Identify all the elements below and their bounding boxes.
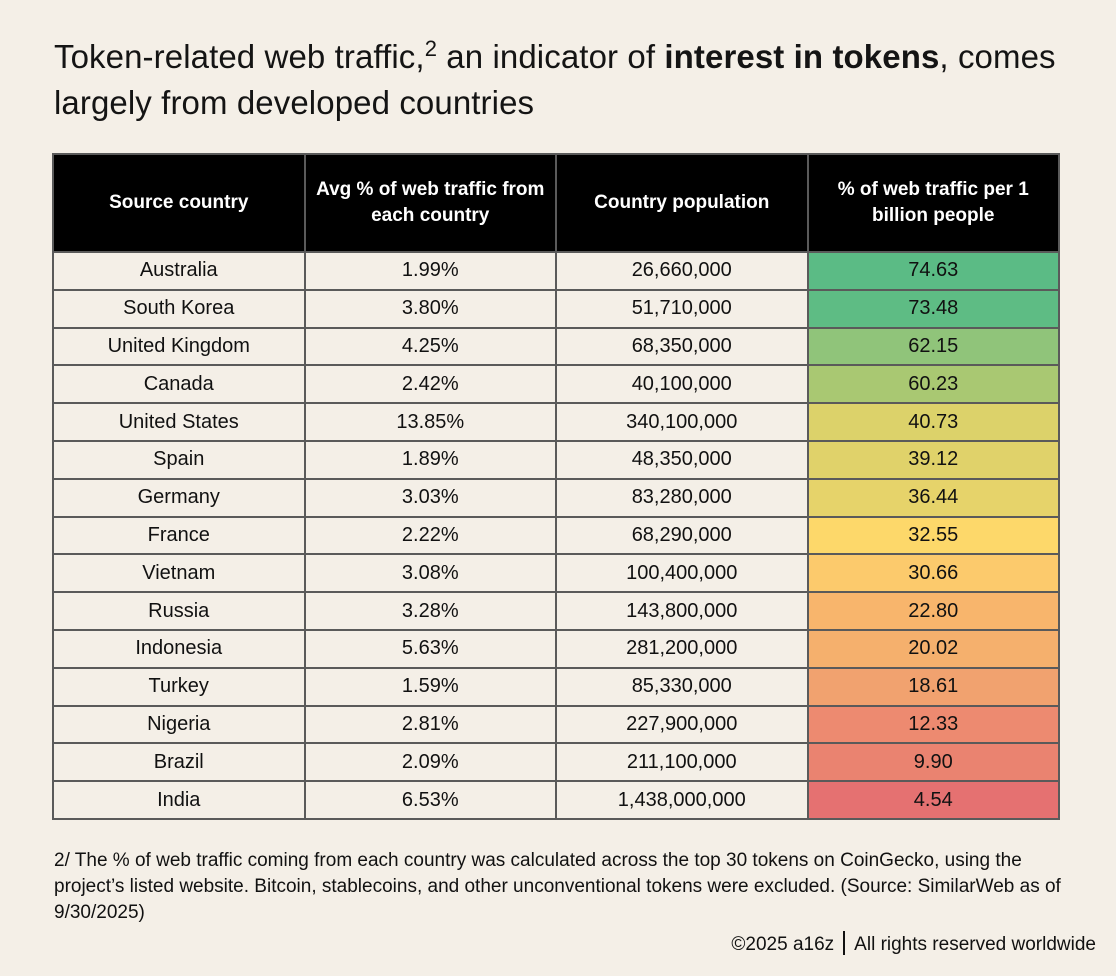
title-text: , comes largely from developed countries xyxy=(54,38,1056,121)
cell-population: 85,330,000 xyxy=(555,666,809,707)
cell-country: Indonesia xyxy=(52,628,306,669)
cell-population: 100,400,000 xyxy=(555,553,809,594)
credit-separator xyxy=(843,931,846,955)
table-row: Turkey 1.59% 85,330,000 18.61 xyxy=(52,666,1060,707)
table-row: Canada 2.42% 40,100,000 60.23 xyxy=(52,364,1060,405)
table-body: Australia 1.99% 26,660,000 74.63 South Korea… xyxy=(52,251,1060,820)
cell-per-billion: 22.80 xyxy=(806,591,1060,631)
cell-avg-traffic: 2.09% xyxy=(303,742,557,783)
cell-country: Vietnam xyxy=(52,553,306,594)
cell-population: 227,900,000 xyxy=(555,704,809,745)
cell-avg-traffic: 2.42% xyxy=(303,364,557,405)
table-row: Russia 3.28% 143,800,000 22.80 xyxy=(52,591,1060,631)
table-row: Indonesia 5.63% 281,200,000 20.02 xyxy=(52,628,1060,669)
cell-population: 68,290,000 xyxy=(555,515,809,556)
cell-avg-traffic: 3.80% xyxy=(303,288,557,329)
cell-population: 281,200,000 xyxy=(555,628,809,669)
cell-country: Russia xyxy=(52,591,306,631)
copyright-text: ©2025 a16z xyxy=(731,934,835,955)
cell-country: Canada xyxy=(52,364,306,405)
cell-per-billion: 4.54 xyxy=(806,780,1060,820)
table-row: Spain 1.89% 48,350,000 39.12 xyxy=(52,439,1060,480)
rights-text: All rights reserved worldwide xyxy=(854,934,1096,955)
chart-title: Token-related web traffic,2 an indicator… xyxy=(54,34,1074,126)
cell-per-billion: 12.33 xyxy=(806,704,1060,745)
cell-country: Brazil xyxy=(52,742,306,783)
cell-per-billion: 73.48 xyxy=(806,288,1060,329)
cell-per-billion: 9.90 xyxy=(806,742,1060,783)
cell-population: 48,350,000 xyxy=(555,439,809,480)
cell-population: 68,350,000 xyxy=(555,326,809,367)
cell-per-billion: 30.66 xyxy=(806,553,1060,594)
cell-avg-traffic: 1.89% xyxy=(303,439,557,480)
cell-population: 340,100,000 xyxy=(555,402,809,442)
cell-per-billion: 36.44 xyxy=(806,477,1060,518)
table-row: Vietnam 3.08% 100,400,000 30.66 xyxy=(52,553,1060,594)
cell-country: South Korea xyxy=(52,288,306,329)
header-row: Source country Avg % of web traffic from… xyxy=(52,153,1060,253)
column-header-population: Country population xyxy=(555,153,809,253)
cell-per-billion: 74.63 xyxy=(806,251,1060,291)
cell-avg-traffic: 2.81% xyxy=(303,704,557,745)
cell-population: 143,800,000 xyxy=(555,591,809,631)
credit-line: ©2025 a16z All rights reserved worldwide xyxy=(731,931,1096,958)
cell-country: United Kingdom xyxy=(52,326,306,367)
title-emphasis: interest in tokens xyxy=(664,38,940,75)
table-row: United States 13.85% 340,100,000 40.73 xyxy=(52,402,1060,442)
cell-country: India xyxy=(52,780,306,820)
cell-population: 51,710,000 xyxy=(555,288,809,329)
cell-avg-traffic: 1.99% xyxy=(303,251,557,291)
cell-per-billion: 20.02 xyxy=(806,628,1060,669)
title-text: Token-related web traffic, xyxy=(54,38,425,75)
footnote: 2/ The % of web traffic coming from each… xyxy=(54,850,1061,923)
table-row: India 6.53% 1,438,000,000 4.54 xyxy=(52,780,1060,820)
table-row: Nigeria 2.81% 227,900,000 12.33 xyxy=(52,704,1060,745)
cell-avg-traffic: 3.08% xyxy=(303,553,557,594)
cell-avg-traffic: 1.59% xyxy=(303,666,557,707)
table-row: Australia 1.99% 26,660,000 74.63 xyxy=(52,251,1060,291)
column-header-avg-traffic: Avg % of web traffic from each country xyxy=(303,153,557,253)
table-row: Germany 3.03% 83,280,000 36.44 xyxy=(52,477,1060,518)
cell-avg-traffic: 13.85% xyxy=(303,402,557,442)
title-text: an indicator of xyxy=(437,38,665,75)
cell-population: 83,280,000 xyxy=(555,477,809,518)
cell-avg-traffic: 3.28% xyxy=(303,591,557,631)
column-header-per-billion: % of web traffic per 1 billion people xyxy=(806,153,1060,253)
data-table: Source country Avg % of web traffic from… xyxy=(52,153,1060,820)
column-header-country: Source country xyxy=(52,153,306,253)
cell-country: Nigeria xyxy=(52,704,306,745)
table-row: France 2.22% 68,290,000 32.55 xyxy=(52,515,1060,556)
cell-per-billion: 40.73 xyxy=(806,402,1060,442)
cell-avg-traffic: 4.25% xyxy=(303,326,557,367)
table-row: United Kingdom 4.25% 68,350,000 62.15 xyxy=(52,326,1060,367)
footnote-marker: 2 xyxy=(424,36,438,61)
cell-country: Turkey xyxy=(52,666,306,707)
cell-per-billion: 39.12 xyxy=(806,439,1060,480)
cell-country: United States xyxy=(52,402,306,442)
cell-country: Spain xyxy=(52,439,306,480)
table-row: South Korea 3.80% 51,710,000 73.48 xyxy=(52,288,1060,329)
cell-avg-traffic: 3.03% xyxy=(303,477,557,518)
cell-per-billion: 60.23 xyxy=(806,364,1060,405)
cell-population: 26,660,000 xyxy=(555,251,809,291)
cell-country: Australia xyxy=(52,251,306,291)
cell-per-billion: 32.55 xyxy=(806,515,1060,556)
cell-avg-traffic: 6.53% xyxy=(303,780,557,820)
cell-country: France xyxy=(52,515,306,556)
cell-population: 211,100,000 xyxy=(555,742,809,783)
cell-population: 1,438,000,000 xyxy=(555,780,809,820)
cell-per-billion: 62.15 xyxy=(806,326,1060,367)
cell-per-billion: 18.61 xyxy=(806,666,1060,707)
cell-avg-traffic: 2.22% xyxy=(303,515,557,556)
cell-avg-traffic: 5.63% xyxy=(303,628,557,669)
cell-country: Germany xyxy=(52,477,306,518)
table-row: Brazil 2.09% 211,100,000 9.90 xyxy=(52,742,1060,783)
cell-population: 40,100,000 xyxy=(555,364,809,405)
